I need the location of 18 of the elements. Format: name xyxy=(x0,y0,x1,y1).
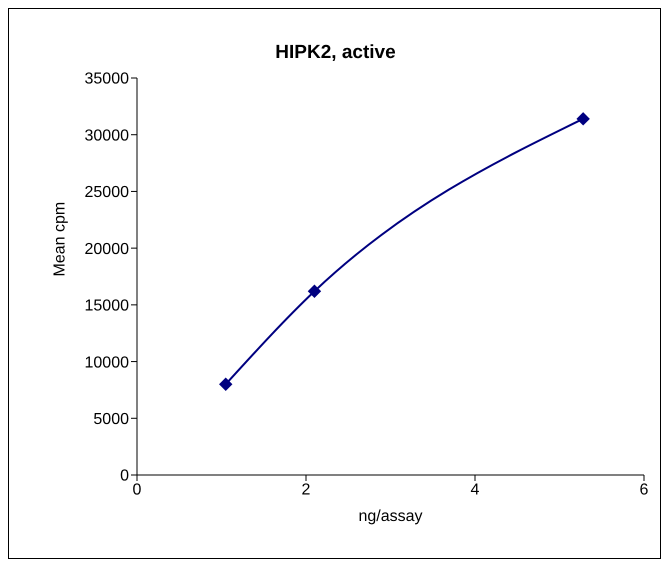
y-tick-label: 10000 xyxy=(84,354,130,372)
x-tick-label: 2 xyxy=(302,481,311,498)
y-tick-label: 5000 xyxy=(93,410,130,428)
y-tick-label: 30000 xyxy=(84,127,130,144)
chart-title: HIPK2, active xyxy=(274,42,397,64)
x-axis-title: ng/assay xyxy=(358,508,423,525)
y-axis-title: Mean cpm xyxy=(52,202,69,276)
point xyxy=(308,284,321,298)
y-tick-label: 35000 xyxy=(84,70,130,88)
y-tick-label: 20000 xyxy=(84,240,130,258)
point xyxy=(576,112,590,126)
x-tick-label: 4 xyxy=(470,481,480,498)
x-tick-label: 6 xyxy=(640,481,649,498)
y-tick-label: 25000 xyxy=(84,184,130,202)
x-tick-label: 0 xyxy=(132,481,142,498)
y-tick-label: 0 xyxy=(120,468,130,485)
y-tick-label: 15000 xyxy=(84,298,130,315)
point xyxy=(219,378,232,391)
